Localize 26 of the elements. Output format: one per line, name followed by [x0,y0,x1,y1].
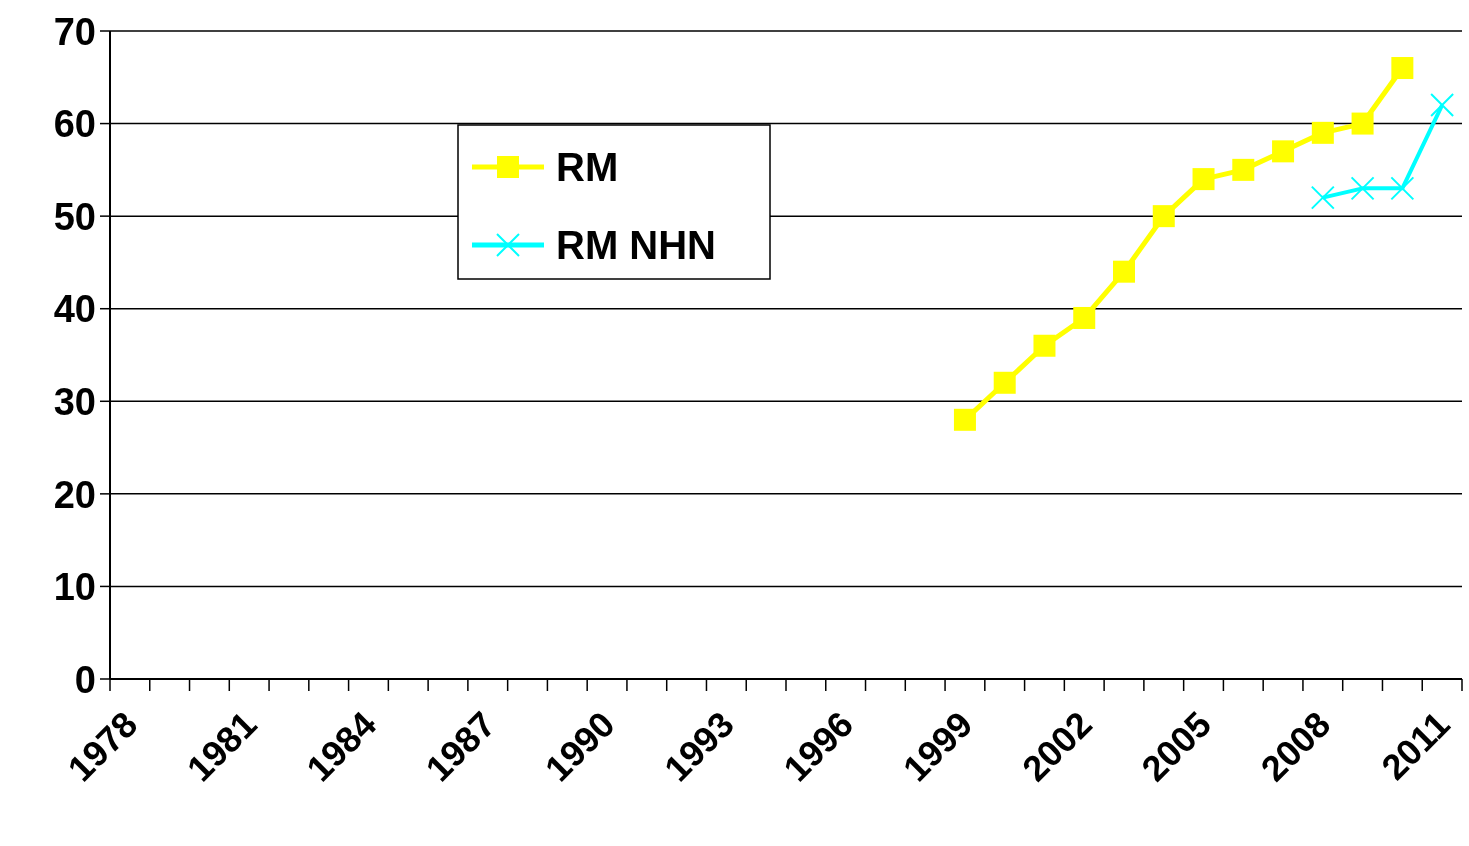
point [1311,121,1334,144]
y-tick-label: 40 [53,288,96,331]
point [993,371,1016,394]
y-tick-label: 20 [53,473,96,516]
y-tick-label: 60 [53,103,96,146]
point [1272,140,1295,163]
point [1113,260,1135,283]
point [1390,176,1415,201]
point [1192,168,1215,191]
point [1430,93,1455,118]
point [1232,158,1255,181]
point [953,408,976,431]
point [1391,57,1414,80]
point [1152,205,1175,228]
y-tick-label: 50 [53,195,96,238]
legend-label: RM [556,145,619,190]
point [1350,176,1375,201]
legend-label: RM NHN [556,223,716,268]
y-tick-label: 70 [53,10,96,53]
y-tick-label: 30 [53,380,96,423]
y-tick-label: 0 [74,658,96,701]
point [1351,112,1374,135]
point [1310,185,1335,210]
point [1073,306,1096,329]
point [1033,334,1056,357]
y-tick-label: 10 [53,566,96,609]
